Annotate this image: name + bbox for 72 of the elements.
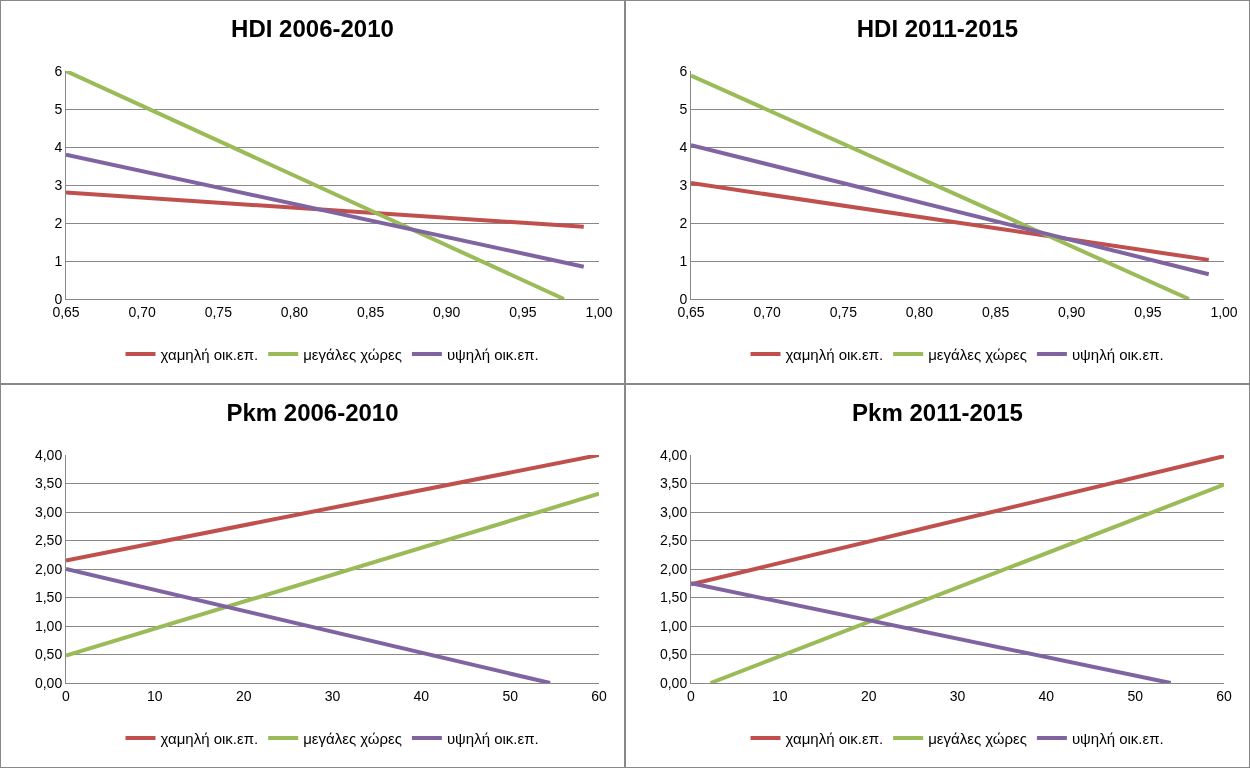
y-tick-label: 1,50	[34, 589, 63, 606]
y-tick-label: 3	[54, 176, 63, 193]
x-tick-label: 10	[772, 687, 788, 704]
x-tick-label: 0,70	[753, 303, 781, 320]
y-tick-label: 2,50	[34, 532, 63, 549]
y-tick-label: 2,00	[34, 560, 63, 577]
x-tick-label: 30	[324, 687, 341, 704]
y-tick-label: 3,50	[659, 475, 688, 492]
legend-label: υψηλή οικ.επ.	[1071, 345, 1164, 363]
y-tick-label: 4,00	[659, 446, 688, 463]
y-tick-label: 6	[679, 62, 688, 79]
y-tick-label: 4,00	[34, 446, 63, 463]
chart-title: HDI 2006-2010	[231, 14, 394, 42]
legend-label: χαμηλή οικ.επ.	[785, 729, 884, 747]
x-tick-label: 0,95	[1134, 303, 1162, 320]
chart-title: HDI 2011-2015	[856, 14, 1019, 42]
y-tick-label: 2,00	[659, 560, 688, 577]
x-tick-label: 0,85	[356, 303, 385, 320]
x-tick-label: 30	[949, 687, 966, 704]
legend-label: υψηλή οικ.επ.	[446, 345, 539, 363]
y-tick-label: 5	[54, 100, 63, 117]
y-tick-label: 1,00	[659, 617, 688, 634]
y-tick-label: 3	[679, 176, 688, 193]
x-tick-label: 0,75	[829, 303, 858, 320]
chart-title: Pkm 2006-2010	[226, 398, 399, 426]
legend-label: μεγάλες χώρες	[303, 729, 402, 747]
x-tick-label: 0,90	[1058, 303, 1086, 320]
x-tick-label: 0,90	[433, 303, 461, 320]
y-tick-label: 6	[54, 62, 63, 79]
y-tick-label: 2	[54, 214, 63, 231]
x-tick-label: 10	[147, 687, 163, 704]
x-tick-label: 0,95	[509, 303, 537, 320]
x-tick-label: 40	[1038, 687, 1055, 704]
x-tick-label: 50	[1127, 687, 1144, 704]
legend-label: υψηλή οικ.επ.	[446, 729, 539, 747]
legend-label: υψηλή οικ.επ.	[1071, 729, 1164, 747]
x-tick-label: 20	[860, 687, 877, 704]
chart-title: Pkm 2011-2015	[852, 398, 1023, 426]
y-tick-label: 3,00	[34, 503, 63, 520]
legend-label: χαμηλή οικ.επ.	[160, 729, 259, 747]
x-tick-label: 60	[1216, 687, 1232, 704]
x-tick-label: 40	[413, 687, 430, 704]
x-tick-label: 1,00	[1210, 303, 1238, 320]
y-tick-label: 5	[679, 100, 688, 117]
x-tick-label: 0,75	[204, 303, 233, 320]
y-tick-label: 0,00	[659, 674, 688, 691]
y-tick-label: 1	[54, 252, 63, 269]
legend-label: χαμηλή οικ.επ.	[160, 345, 259, 363]
x-tick-label: 50	[502, 687, 519, 704]
y-tick-label: 1	[679, 252, 688, 269]
y-tick-label: 4	[679, 138, 688, 155]
x-tick-label: 0,80	[905, 303, 934, 320]
legend-label: μεγάλες χώρες	[928, 345, 1027, 363]
legend-label: χαμηλή οικ.επ.	[785, 345, 884, 363]
y-tick-label: 4	[54, 138, 63, 155]
y-tick-label: 0,00	[34, 674, 63, 691]
x-tick-label: 20	[235, 687, 252, 704]
x-tick-label: 60	[591, 687, 607, 704]
legend-label: μεγάλες χώρες	[928, 729, 1027, 747]
y-tick-label: 2	[679, 214, 688, 231]
y-tick-label: 1,50	[659, 589, 688, 606]
x-tick-label: 1,00	[585, 303, 613, 320]
x-tick-label: 0,80	[280, 303, 309, 320]
y-tick-label: 0,50	[34, 646, 63, 663]
y-tick-label: 3,50	[34, 475, 63, 492]
x-tick-label: 0,70	[128, 303, 156, 320]
y-tick-label: 3,00	[659, 503, 688, 520]
y-tick-label: 2,50	[659, 532, 688, 549]
y-tick-label: 0,50	[659, 646, 688, 663]
y-tick-label: 1,00	[34, 617, 63, 634]
legend-label: μεγάλες χώρες	[303, 345, 402, 363]
x-tick-label: 0,85	[981, 303, 1010, 320]
